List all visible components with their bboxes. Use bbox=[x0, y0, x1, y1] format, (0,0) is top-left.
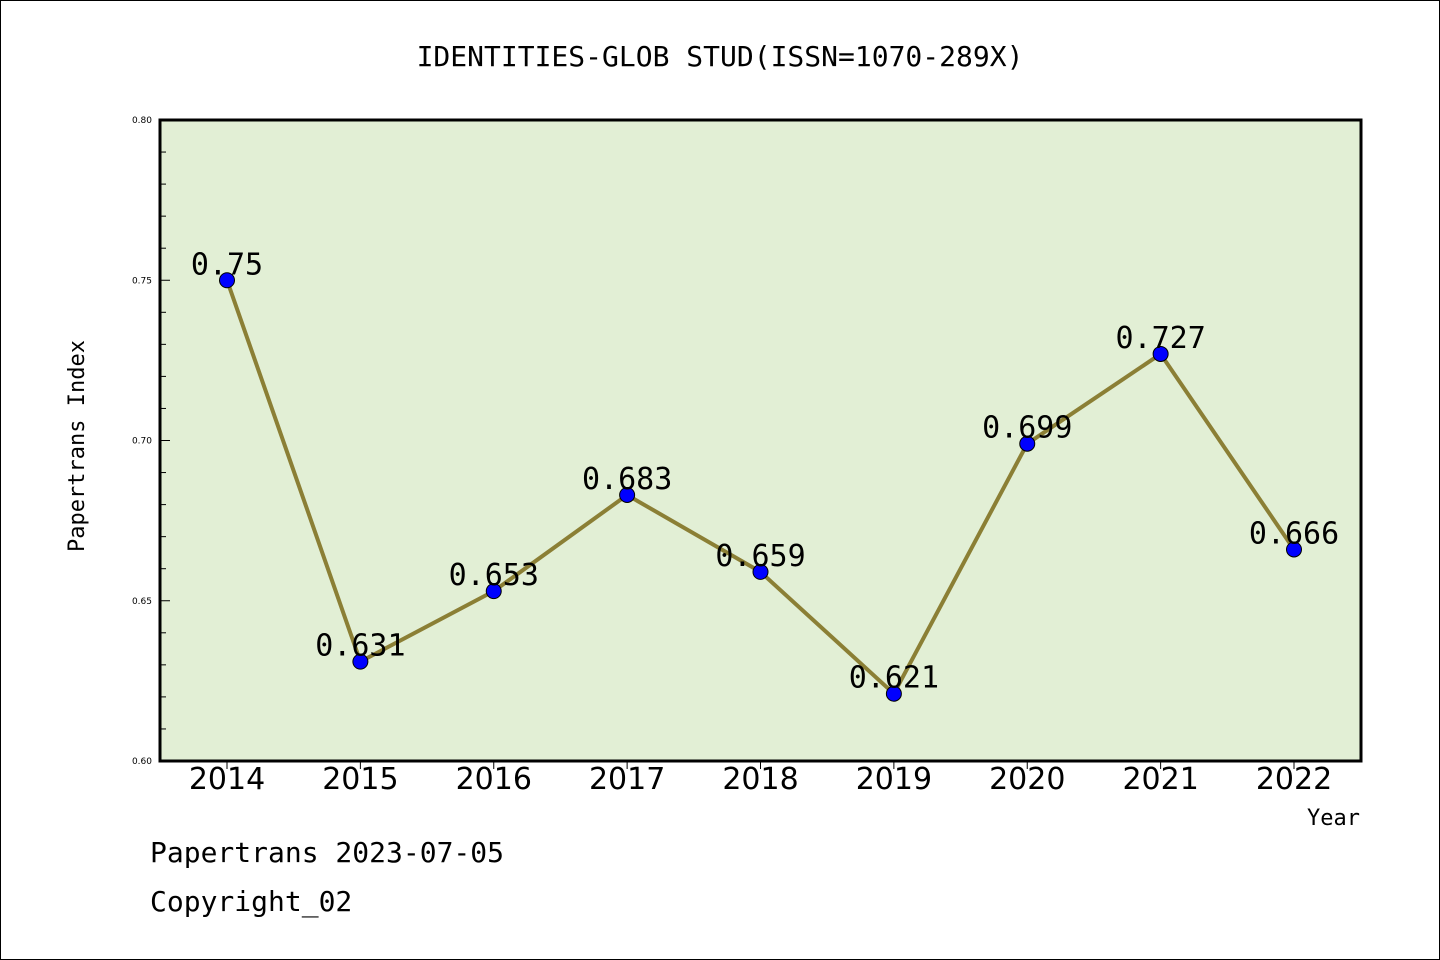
data-label: 0.683 bbox=[582, 462, 672, 497]
data-point bbox=[485, 583, 502, 600]
chart-title: IDENTITIES-GLOB STUD(ISSN=1070-289X) bbox=[417, 40, 1024, 73]
x-tick-label: 2022 bbox=[1256, 762, 1332, 797]
y-tick-label: 0.60 bbox=[132, 757, 152, 767]
x-tick-label: 2021 bbox=[1122, 762, 1198, 797]
x-tick-label: 2016 bbox=[456, 762, 532, 797]
data-point bbox=[752, 563, 769, 580]
data-point bbox=[1019, 435, 1036, 452]
data-point bbox=[1152, 345, 1169, 362]
y-axis-title: Papertrans Index bbox=[65, 340, 90, 552]
data-point bbox=[219, 272, 235, 289]
x-tick-label: 2015 bbox=[322, 762, 398, 797]
y-tick-label: 0.70 bbox=[132, 437, 152, 447]
series-group: 0.75 0.631 0.653 0.683 0.659 0.621 0.699 0.727 0… bbox=[191, 247, 1339, 702]
data-label: 0.631 bbox=[315, 629, 405, 664]
x-tick-label: 2018 bbox=[722, 762, 798, 797]
x-tick-label: 2020 bbox=[989, 762, 1065, 797]
data-label: 0.727 bbox=[1115, 321, 1205, 356]
x-tick-label: 2014 bbox=[189, 762, 265, 797]
y-tick-label: 0.75 bbox=[132, 276, 152, 286]
data-point bbox=[1286, 541, 1302, 558]
footer-copyright: Copyright_02 bbox=[150, 885, 353, 918]
data-label: 0.666 bbox=[1249, 516, 1339, 551]
plot-area bbox=[158, 118, 1363, 763]
data-point bbox=[619, 486, 636, 503]
data-label: 0.659 bbox=[715, 539, 805, 574]
x-tick-label: 2019 bbox=[856, 762, 932, 797]
data-point bbox=[352, 653, 369, 670]
x-tick-label: 2017 bbox=[589, 762, 665, 797]
x-axis-title: Year bbox=[1307, 806, 1360, 831]
y-tick-label: 0.80 bbox=[132, 116, 152, 126]
data-label: 0.653 bbox=[449, 558, 539, 593]
data-label: 0.75 bbox=[191, 247, 263, 282]
y-axis: 0.60 0.65 0.70 0.75 0.80 bbox=[132, 116, 170, 767]
data-label: 0.699 bbox=[982, 411, 1072, 446]
x-axis: 2014 2015 2016 2017 2018 2019 2020 2021 2022 bbox=[189, 761, 1332, 797]
y-tick-label: 0.65 bbox=[132, 597, 152, 607]
data-label: 0.621 bbox=[849, 661, 939, 696]
data-point bbox=[885, 685, 902, 702]
footer-date: Papertrans 2023-07-05 bbox=[150, 836, 505, 869]
